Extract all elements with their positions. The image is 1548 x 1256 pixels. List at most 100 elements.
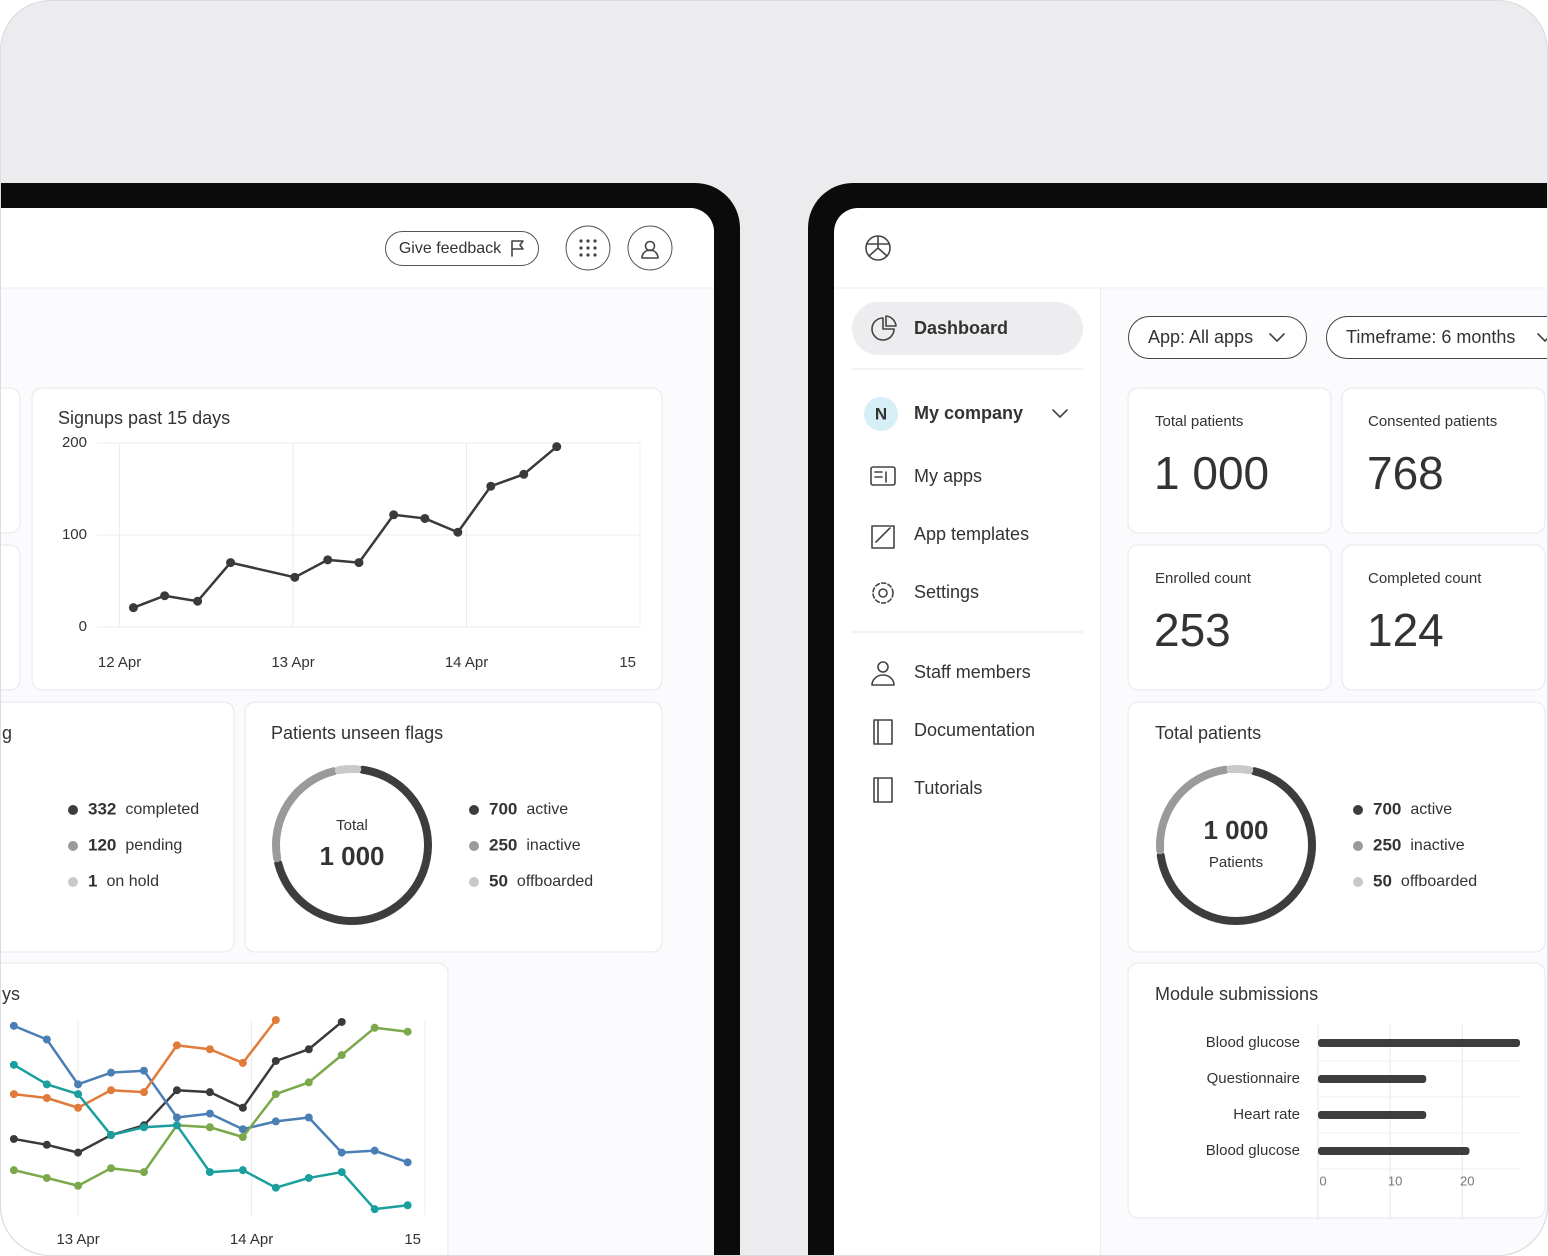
x-tick-label: 10 (1388, 1173, 1402, 1188)
stat-card (1127, 387, 1332, 534)
stat-card (1341, 544, 1546, 691)
point (74, 1090, 83, 1099)
point (486, 481, 496, 491)
point (271, 1016, 280, 1024)
legend-label: pending (125, 837, 182, 854)
point (139, 1088, 148, 1097)
filter[interactable] (1326, 316, 1548, 359)
point (226, 558, 236, 568)
nav-item[interactable]: My apps (914, 466, 982, 486)
point (139, 1168, 148, 1177)
legend-label: completed (125, 801, 199, 818)
legend-value: 700 (1373, 799, 1401, 818)
point (238, 1166, 247, 1175)
legend-dot (469, 805, 479, 815)
x-tick-label: 12 Apr (98, 654, 141, 671)
profile-button[interactable] (627, 225, 673, 271)
x-tick-label: 13 Apr (271, 654, 314, 671)
x-tick-label: 13 Apr (56, 1231, 99, 1248)
stat-label: Consented patients (1368, 413, 1497, 430)
chart-title: Signups past 15 days (58, 408, 230, 428)
point (74, 1148, 83, 1157)
point (160, 591, 170, 601)
point (9, 1134, 18, 1143)
center-value: 1 000 (319, 841, 384, 871)
point (370, 1146, 379, 1155)
nav-item[interactable]: Settings (914, 582, 979, 602)
legend-label: active (1410, 801, 1452, 818)
point (42, 1035, 51, 1044)
profile-icon (641, 240, 659, 259)
legend-dot (1353, 805, 1363, 815)
legend-value: 1 (88, 871, 97, 890)
point (172, 1086, 181, 1095)
point (107, 1131, 116, 1140)
nav-item[interactable]: App templates (914, 524, 1029, 544)
nav-item[interactable]: Tutorials (914, 778, 982, 798)
legend-value: 250 (489, 835, 517, 854)
card (0, 962, 449, 1256)
point (9, 1021, 18, 1030)
donut-segment (334, 765, 362, 775)
point (403, 1158, 412, 1167)
card (0, 701, 235, 953)
legend-dot (469, 877, 479, 887)
point (323, 555, 333, 565)
point (205, 1088, 214, 1097)
bar (1318, 1075, 1427, 1083)
avatar-letter: N (875, 404, 887, 423)
point (238, 1125, 247, 1134)
donut-segment (1156, 765, 1230, 855)
point (172, 1041, 181, 1050)
chart-title: Patients unseen flags (271, 723, 443, 743)
bar (1318, 1039, 1520, 1047)
point (74, 1103, 83, 1112)
nav-item[interactable]: Documentation (914, 720, 1035, 740)
legend-dot (68, 877, 78, 887)
point (107, 1068, 116, 1077)
nav-item[interactable]: Dashboard (914, 318, 1008, 338)
legend-label: on hold (106, 873, 159, 890)
point (238, 1103, 247, 1112)
nav-active[interactable] (852, 302, 1083, 355)
nav-item[interactable]: My company (914, 403, 1023, 423)
stat-label: Enrolled count (1155, 570, 1252, 587)
point (389, 510, 399, 520)
point (271, 1117, 280, 1126)
legend-label: inactive (526, 837, 580, 854)
point (139, 1123, 148, 1132)
y-tick-label: 0 (79, 618, 87, 635)
point (193, 596, 203, 606)
point (74, 1181, 83, 1190)
feedback-button[interactable] (385, 231, 539, 266)
x-tick-label: 20 (1460, 1173, 1474, 1188)
point (205, 1123, 214, 1132)
donut-segment (272, 767, 338, 863)
y-tick-label: 100 (62, 526, 87, 543)
x-tick-label: 14 Apr (445, 654, 488, 671)
center-label: Patients (1209, 854, 1263, 871)
stat-value: 253 (1154, 604, 1231, 656)
chevron (1537, 333, 1548, 342)
point (74, 1080, 83, 1089)
point (370, 1205, 379, 1214)
point (172, 1121, 181, 1130)
legend-label: offboarded (1401, 873, 1477, 890)
right-screen: Dashboard N My company My apps App templ… (834, 208, 1548, 1256)
stat-label: Total patients (1155, 413, 1243, 430)
legend-value: 120 (88, 835, 116, 854)
category-label: Blood glucose (1206, 1142, 1300, 1159)
point (403, 1027, 412, 1036)
apps-icon (579, 239, 597, 257)
left-screen: Give feedback Signups past 15 days 0 100 20… (0, 208, 714, 1256)
category-label: Heart rate (1233, 1106, 1300, 1123)
chart-title: Module submissions (1155, 984, 1318, 1004)
point (107, 1164, 116, 1173)
point (238, 1133, 247, 1141)
filter[interactable] (1128, 316, 1307, 359)
nav-item[interactable]: Staff members (914, 662, 1031, 682)
legend-dot (68, 805, 78, 815)
bar (1318, 1147, 1470, 1155)
point (304, 1045, 313, 1054)
